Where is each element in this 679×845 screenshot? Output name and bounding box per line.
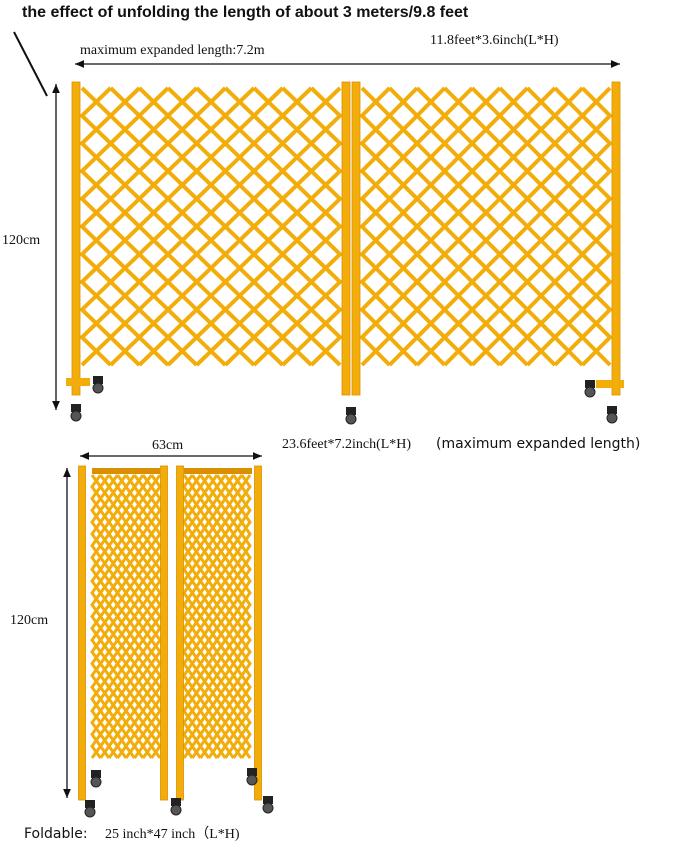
wheel <box>345 413 357 425</box>
lattice <box>308 86 343 367</box>
wheel <box>246 774 258 786</box>
caption: 23.6feet*7.2inch(L*H) <box>282 437 411 452</box>
lattice <box>79 86 114 367</box>
base <box>66 378 90 386</box>
lattice <box>239 474 252 759</box>
wheel <box>262 802 274 814</box>
width-label: 63cm <box>152 438 183 453</box>
post <box>71 81 81 396</box>
wheel <box>584 386 596 398</box>
wheel <box>92 382 104 394</box>
caster <box>346 407 356 415</box>
lattice <box>223 474 236 759</box>
caster <box>247 768 257 776</box>
lattice <box>239 474 252 759</box>
title: the effect of unfolding the length of ab… <box>22 4 469 21</box>
wheel <box>170 804 182 816</box>
lattice <box>251 86 286 367</box>
caster <box>91 770 101 778</box>
caption-prefix: Foldable: <box>24 826 88 842</box>
lattice <box>149 474 162 759</box>
lattice <box>182 474 195 759</box>
caster <box>607 406 617 414</box>
lattice <box>107 86 143 367</box>
lattice <box>496 86 531 367</box>
size-label: 11.8feet*3.6inch(L*H) <box>430 33 559 48</box>
lattice <box>579 86 613 367</box>
lattice <box>524 86 558 367</box>
lattice <box>132 474 145 759</box>
top-bar <box>92 468 160 474</box>
caster <box>71 404 81 412</box>
gate-illustration <box>66 81 624 818</box>
pointer-line <box>13 31 48 97</box>
caster <box>93 376 103 384</box>
lattice <box>90 474 103 759</box>
wheel <box>70 410 82 422</box>
lattice <box>190 474 203 759</box>
lattice <box>141 474 154 759</box>
height-label: 120cm <box>10 613 48 628</box>
wheel <box>84 806 96 818</box>
lattice <box>308 86 343 367</box>
top-bar <box>184 468 252 474</box>
caster <box>171 798 181 806</box>
lattice <box>414 86 448 367</box>
wheel <box>90 776 102 788</box>
lattice <box>222 86 257 367</box>
label-bg <box>0 230 52 248</box>
caster <box>585 380 595 388</box>
post <box>176 465 184 801</box>
label-bg <box>76 40 356 58</box>
caption-size: 25 inch*47 inch（L*H) <box>105 826 240 842</box>
post <box>611 81 621 396</box>
lattice <box>198 474 211 759</box>
post <box>254 465 262 801</box>
lattice <box>115 474 128 759</box>
lattice <box>136 86 171 367</box>
lattice <box>193 86 229 367</box>
caster <box>263 796 273 804</box>
wheel <box>606 412 618 424</box>
lattice <box>579 86 613 367</box>
lattice <box>386 86 420 367</box>
lattice <box>215 474 228 759</box>
lattice <box>231 474 244 759</box>
lattice <box>107 474 120 759</box>
post <box>160 465 168 801</box>
post <box>351 81 361 396</box>
post <box>78 465 86 801</box>
height-label: 120cm <box>2 233 40 248</box>
lattice <box>149 474 162 759</box>
post <box>341 81 351 396</box>
lattice <box>124 474 137 759</box>
label-bg <box>0 610 62 628</box>
caster <box>85 800 95 808</box>
lattice <box>552 86 586 367</box>
lattice <box>98 474 111 759</box>
lattice <box>469 86 503 367</box>
base <box>596 380 624 388</box>
lattice <box>441 86 476 367</box>
caption-note: (maximum expanded length) <box>436 436 640 452</box>
lattice <box>279 86 315 367</box>
lattice <box>206 474 219 759</box>
length-label: maximum expanded length:7.2m <box>80 43 265 58</box>
lattice <box>359 86 393 367</box>
lattice <box>165 86 200 367</box>
